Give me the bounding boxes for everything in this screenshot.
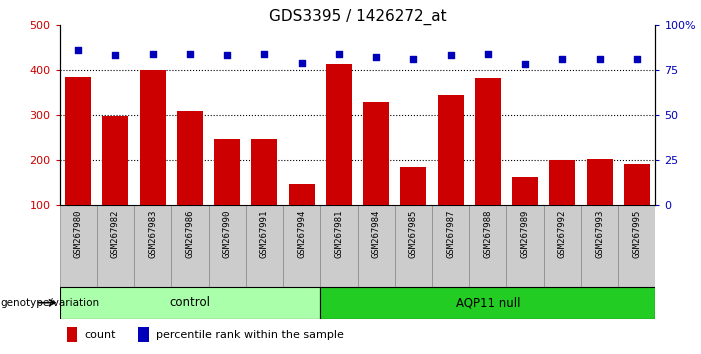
Bar (624, 164, 650, 205)
Point (445, 53, 456, 58)
Bar (475, 78, 501, 205)
Bar (289, 184, 315, 205)
Bar (506, 205, 544, 287)
Point (519, 62, 531, 67)
Bar (581, 205, 618, 287)
Bar (358, 205, 395, 287)
Text: count: count (85, 330, 116, 339)
Bar (395, 205, 432, 287)
Bar (134, 205, 171, 287)
Text: genotype/variation: genotype/variation (1, 298, 100, 308)
Bar (587, 159, 613, 205)
Bar (177, 110, 203, 205)
Bar (65, 77, 91, 205)
Bar (60, 205, 97, 287)
Bar (283, 205, 320, 287)
Title: GDS3395 / 1426272_at: GDS3395 / 1426272_at (268, 8, 447, 25)
Text: GSM267992: GSM267992 (558, 209, 567, 258)
Point (333, 51, 344, 57)
Point (222, 53, 233, 58)
Bar (97, 205, 134, 287)
Bar (320, 287, 655, 319)
Text: GSM267985: GSM267985 (409, 209, 418, 258)
Bar (550, 160, 576, 205)
Bar (214, 139, 240, 205)
Point (631, 56, 642, 62)
Bar (139, 70, 165, 205)
Bar (67, 326, 78, 343)
Point (482, 51, 494, 57)
Text: GSM267988: GSM267988 (484, 209, 492, 258)
Text: GSM267980: GSM267980 (74, 209, 83, 258)
Bar (60, 287, 320, 319)
Text: GSM267989: GSM267989 (521, 209, 529, 258)
Bar (363, 102, 389, 205)
Text: GSM267993: GSM267993 (595, 209, 604, 258)
Text: GSM267995: GSM267995 (632, 209, 641, 258)
Point (73, 47, 84, 53)
Text: GSM267994: GSM267994 (297, 209, 306, 258)
Text: GSM267983: GSM267983 (148, 209, 157, 258)
Bar (246, 205, 283, 287)
Bar (138, 326, 149, 343)
Point (296, 60, 307, 65)
Text: control: control (170, 296, 210, 309)
Text: GSM267982: GSM267982 (111, 209, 120, 258)
Text: GSM267991: GSM267991 (260, 209, 269, 258)
Point (557, 56, 568, 62)
Bar (469, 205, 506, 287)
Bar (209, 205, 246, 287)
Bar (320, 205, 358, 287)
Text: GSM267986: GSM267986 (186, 209, 194, 258)
Text: GSM267981: GSM267981 (334, 209, 343, 258)
Point (594, 56, 605, 62)
Bar (512, 177, 538, 205)
Bar (618, 205, 655, 287)
Point (408, 56, 419, 62)
Text: GSM267984: GSM267984 (372, 209, 381, 258)
Bar (437, 95, 463, 205)
Bar (102, 116, 128, 205)
Bar (252, 139, 278, 205)
Bar (432, 205, 469, 287)
Point (259, 51, 270, 57)
Point (184, 51, 196, 57)
Bar (544, 205, 581, 287)
Point (110, 53, 121, 58)
Text: GSM267990: GSM267990 (223, 209, 231, 258)
Text: AQP11 null: AQP11 null (456, 296, 520, 309)
Text: GSM267987: GSM267987 (446, 209, 455, 258)
Point (371, 55, 382, 60)
Bar (326, 64, 352, 205)
Text: percentile rank within the sample: percentile rank within the sample (156, 330, 344, 339)
Bar (171, 205, 209, 287)
Point (147, 51, 158, 57)
Bar (400, 167, 426, 205)
